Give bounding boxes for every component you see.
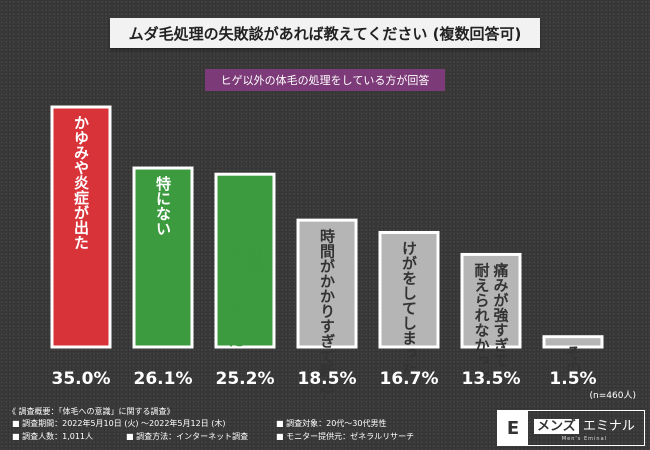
survey-title: 《 調査概要：「体毛への意識」に関する調査》 [8,407,175,416]
chart-subtitle: ヒゲ以外の体毛の処理をしている方が回答 [205,69,445,91]
bar-2 [214,172,276,349]
bar-0 [50,105,112,349]
logo-tagline: Men's Eminal [561,435,608,442]
value-label-6: 1.5% [549,369,596,389]
bar-chart: かゆみや炎症が出た 35.0% 特にない 26.1% きれいに処理しきれずムダ毛が残って… [50,105,604,400]
bar-label-3: 時間がかかりすぎて断念した [318,227,336,400]
bar-4 [378,230,440,349]
bar-3 [296,218,358,349]
value-label-1: 26.1% [134,369,193,389]
bar-label-1: 特にない [154,175,172,236]
survey-target: ■ 調査対象：20代～30代男性 [276,419,387,428]
value-label-0: 35.0% [52,369,111,389]
brand-logo: E メンズ エミナル Men's Eminal [497,410,645,446]
bar-label-0: かゆみや炎症が出た [72,115,90,250]
bar-1 [132,166,194,349]
bar-label-4: けがをしてしまった [400,240,418,375]
sample-size-note: (n=460人) [589,391,636,401]
bar-label-2-0: きれいに処理しきれず [246,182,264,332]
bar-label-5-1: 耐えられなかった [473,262,491,383]
survey-period: ■ 調査期間：2022年5月10日 (火) ～2022年5月12日 (木) [12,419,226,428]
logo-brand-box: メンズ [534,418,579,434]
bar-5 [460,252,522,349]
chart-title: ムダ毛処理の失敗談があれば教えてください (複数回答可) [110,18,540,48]
value-label-3: 18.5% [298,369,357,389]
survey-respondents: ■ 調査人数：1,011人 [12,432,94,441]
value-label-2: 25.2% [216,369,275,389]
survey-method: ■ 調査方法：インターネット調査 [126,432,249,441]
bar-label-6: その他 [564,345,582,391]
bar-label-5-0: 痛みが強すぎて [492,262,510,368]
value-label-5: 13.5% [462,369,521,389]
survey-summary: 《 調査概要：「体毛への意識」に関する調査》 ■ 調査期間：2022年5月10日… [8,406,508,450]
logo-mark-icon: E [498,411,528,445]
logo-brand-name: エミナル [582,418,635,434]
bar-label-2-1: ムダ毛が残ってしまった [227,182,245,347]
value-label-4: 16.7% [380,369,439,389]
bar-6 [542,335,604,349]
survey-provider: ■ モニター提供元：ゼネラルリサーチ [276,432,415,441]
